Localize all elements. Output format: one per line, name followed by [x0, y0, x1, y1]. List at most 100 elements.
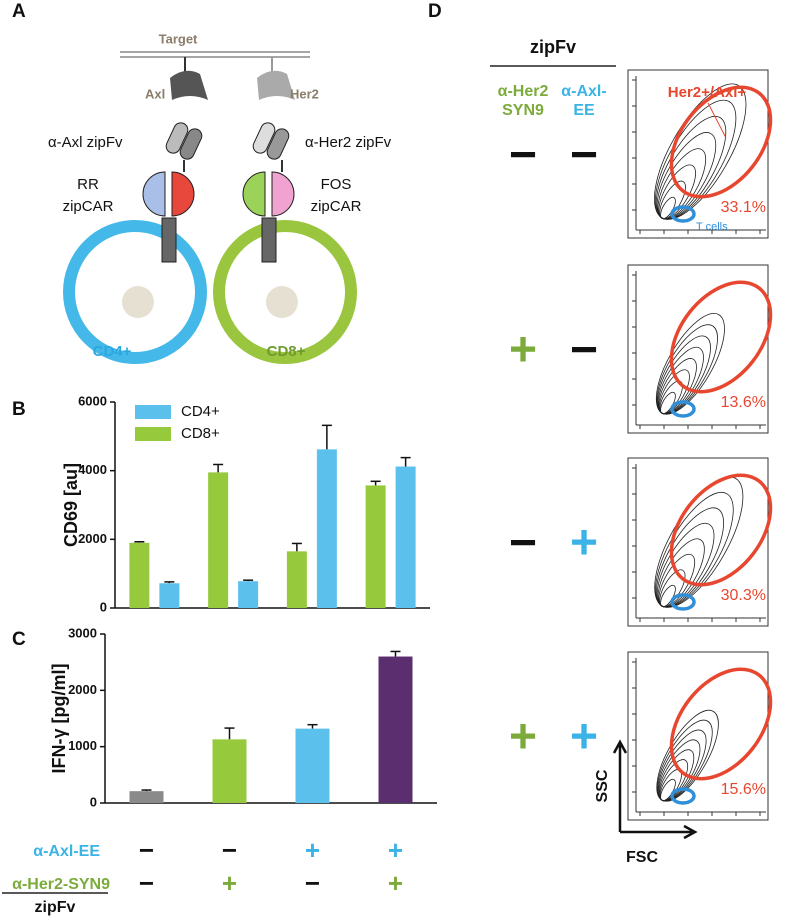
bar [316, 449, 337, 608]
sign: + [570, 517, 598, 570]
receptor [261, 217, 277, 263]
gate-ellipse [669, 85, 773, 199]
zipfv-label: α-Her2 zipFv [305, 134, 392, 151]
cd8-label: CD8+ [267, 343, 306, 360]
header: zipFv [530, 37, 576, 57]
y-tick-label: 6000 [78, 393, 107, 408]
percent: 30.3% [721, 587, 766, 604]
column-header: α-Axl- [561, 83, 606, 100]
column-header: α-Her2 [498, 83, 549, 100]
receptor [161, 217, 177, 263]
her2-label: Her2 [290, 86, 319, 101]
sign: + [388, 835, 403, 865]
y-label: CD69 [au] [61, 463, 81, 547]
sign: − [570, 129, 598, 182]
sign: − [139, 868, 154, 898]
sign: + [305, 835, 320, 865]
panel-label: C [12, 629, 26, 650]
bar [238, 581, 259, 608]
y-label: IFN-γ [pg/ml] [49, 664, 69, 774]
sign: − [509, 129, 537, 182]
zipfv-label: α-Axl zipFv [48, 134, 123, 151]
bar [129, 791, 164, 803]
y-label: SSC [594, 769, 611, 802]
gate-label: Her2+/Axl+ [668, 84, 747, 101]
bar [395, 466, 416, 608]
zipfv [179, 128, 203, 160]
gate-ellipse [669, 280, 773, 394]
y-tick-label: 4000 [78, 462, 107, 477]
nucleus [266, 286, 298, 318]
sign: − [305, 868, 320, 898]
bar [378, 656, 413, 803]
legend-swatch [135, 405, 171, 419]
axl-shape [170, 70, 208, 100]
condition-label: α-Her2-SYN9 [12, 876, 110, 893]
zipcar-label: FOS [321, 176, 352, 193]
zipcar-label: zipCAR [311, 198, 362, 215]
tcell-gate [670, 400, 696, 418]
sign: + [388, 868, 403, 898]
axis-arrows [612, 739, 698, 840]
x-label: FSC [626, 849, 658, 866]
panel-label: A [12, 1, 26, 22]
plot-frame [627, 264, 769, 434]
cd4-cell [63, 220, 207, 364]
zipcar-label: zipCAR [63, 198, 114, 215]
y-tick-label: 0 [100, 599, 107, 614]
sign: + [570, 711, 598, 764]
sign: + [222, 868, 237, 898]
bar [295, 728, 330, 803]
zipcar [142, 171, 166, 217]
zipfv [165, 122, 189, 154]
tcell-gate [670, 593, 696, 611]
bar [286, 551, 307, 608]
percent: 33.1% [721, 199, 766, 216]
gate-ellipse [669, 667, 773, 781]
sign: − [222, 835, 237, 865]
contour [657, 335, 711, 415]
legend-label: CD8+ [181, 425, 220, 442]
contour [656, 324, 718, 415]
bar [365, 485, 386, 608]
column-header: SYN9 [502, 102, 544, 119]
sign: + [509, 711, 537, 764]
her2-shape [257, 70, 295, 100]
panel-label: D [428, 1, 442, 22]
panel-label: B [12, 399, 26, 420]
plot-frame [627, 69, 769, 239]
zipfv [266, 128, 290, 160]
zipcar-label: RR [77, 176, 99, 193]
zipcar [271, 171, 295, 217]
nucleus [122, 286, 154, 318]
bar [208, 472, 229, 608]
sign: − [139, 835, 154, 865]
contour [656, 719, 713, 802]
bar [159, 583, 180, 608]
gate-pointer [707, 102, 727, 139]
cd8-cell [213, 220, 357, 364]
sign: + [509, 324, 537, 377]
footer: zipFv [35, 899, 76, 916]
tcell-gate [670, 787, 696, 805]
y-tick-label: 2000 [68, 682, 97, 697]
sign: − [570, 324, 598, 377]
legend-swatch [135, 427, 171, 441]
y-tick-label: 1000 [68, 738, 97, 753]
column-header: EE [573, 102, 595, 119]
tcell-label: T cells [696, 221, 728, 233]
target-label: Target [159, 31, 198, 46]
axl-label: Axl [145, 86, 165, 101]
percent: 13.6% [721, 394, 766, 411]
bar [129, 542, 150, 608]
legend-label: CD4+ [181, 403, 220, 420]
y-tick-label: 3000 [68, 625, 97, 640]
y-tick-label: 2000 [78, 531, 107, 546]
cd4-label: CD4+ [93, 343, 132, 360]
bar [212, 739, 247, 803]
condition-label: α-Axl-EE [33, 843, 100, 860]
gate-ellipse [669, 473, 773, 587]
percent: 15.6% [721, 781, 766, 798]
y-tick-label: 0 [90, 794, 97, 809]
